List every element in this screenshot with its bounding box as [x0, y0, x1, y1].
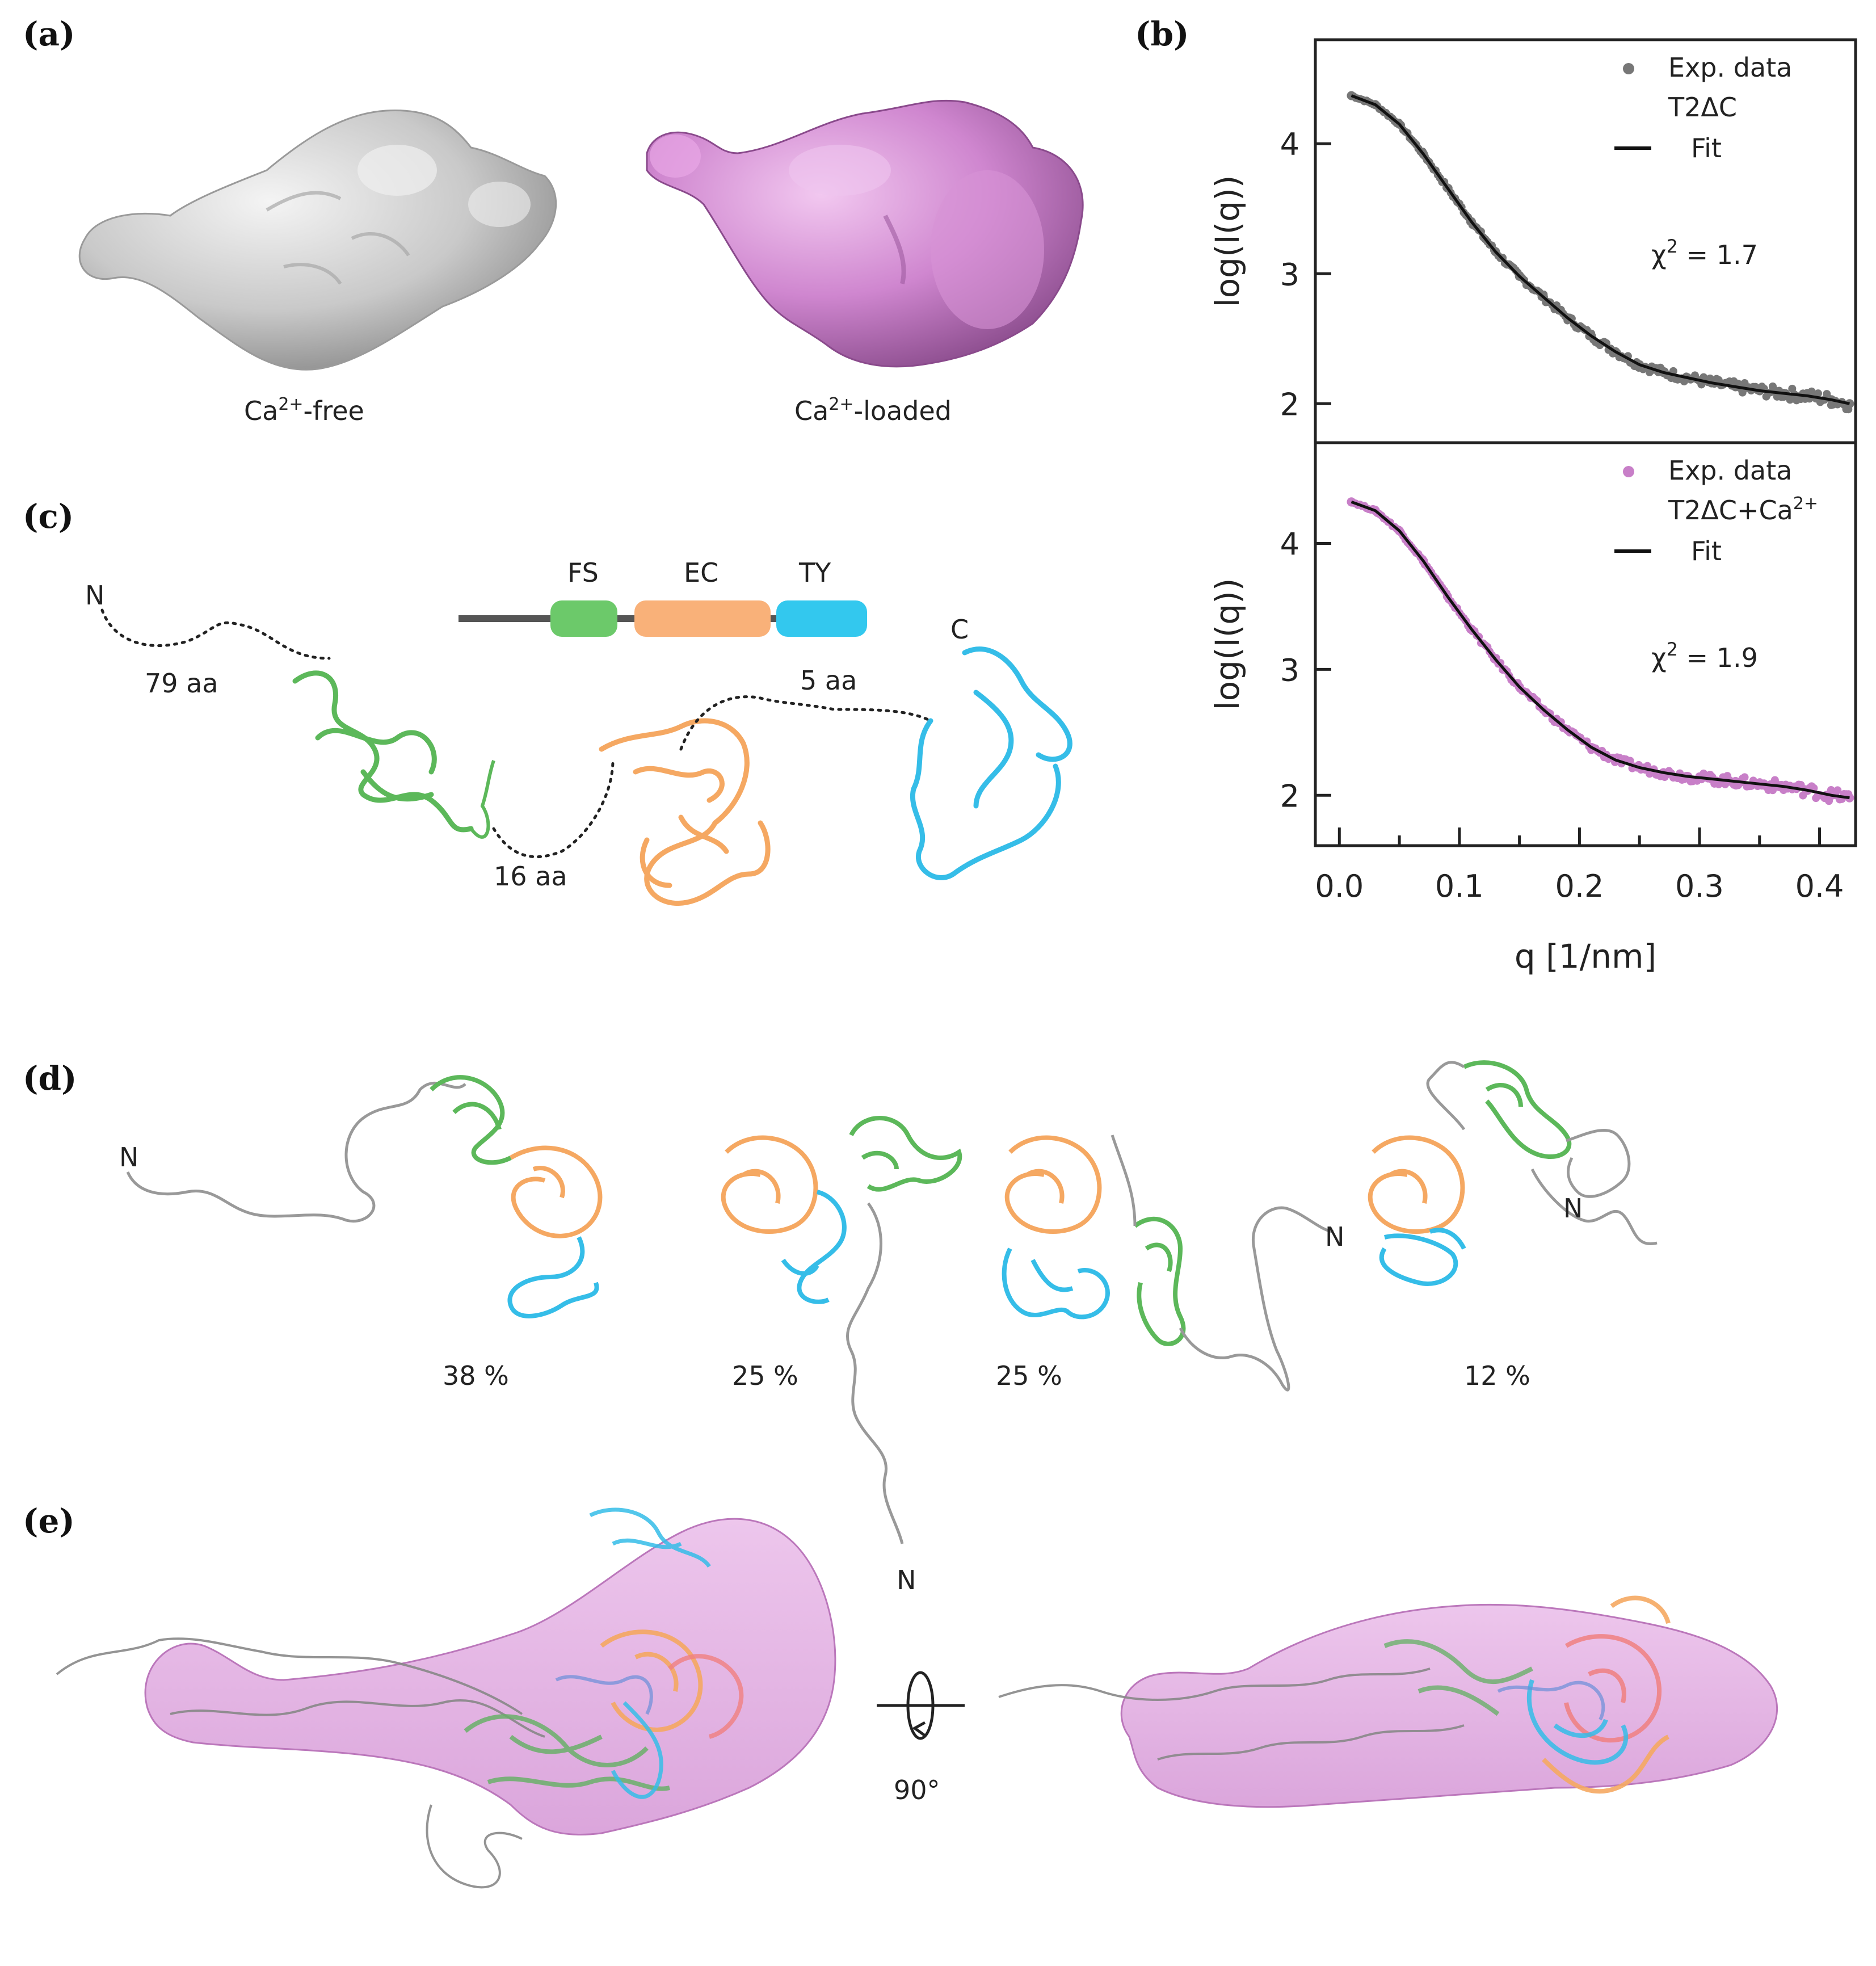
- model-3-n-label: N: [1325, 1221, 1344, 1252]
- ec-domain-ribbon: [599, 718, 771, 906]
- model-4-ec: [1368, 1135, 1465, 1234]
- model-2-ec: [721, 1135, 818, 1234]
- ca-loaded-caption: Ca2+-loaded: [794, 394, 952, 426]
- domain-ec-label: EC: [684, 557, 718, 588]
- model-3-ec: [1004, 1135, 1102, 1234]
- panel-b-letter: (b): [1135, 15, 1189, 53]
- model-4-percentage: 12 %: [1464, 1360, 1530, 1391]
- fs-domain-ribbon: [292, 670, 474, 833]
- data-point: [1833, 786, 1842, 795]
- model-1-n-label: N: [119, 1142, 138, 1173]
- y-axis-label-0: log(I(q)): [1208, 175, 1247, 308]
- ensemble-model-2: N 25 %: [721, 1116, 962, 1595]
- y-tick-label-0-1: 3: [1280, 257, 1299, 292]
- legend-marker-0: [1623, 63, 1634, 74]
- domain-fs-box: [550, 600, 617, 637]
- linker-79-label: 79 aa: [145, 668, 218, 699]
- y-axis-label-1: log(I(q)): [1208, 578, 1247, 711]
- plot-frame-1: [1314, 441, 1857, 847]
- legend-fit-label-1: Fit: [1691, 536, 1722, 566]
- data-point: [1786, 396, 1794, 404]
- legend-sample-label-1: T2ΔC+Ca2+: [1668, 494, 1818, 526]
- ty-domain-ribbon: [910, 646, 1072, 880]
- plot-frame-0: [1314, 38, 1857, 444]
- domain-ty-label: TY: [798, 557, 831, 588]
- data-points-1: [1347, 497, 1854, 805]
- model-1-ec: [509, 1145, 603, 1238]
- ca-free-envelope: [78, 109, 557, 371]
- model-4-n-label: N: [1563, 1193, 1583, 1224]
- fit-line-0: [1351, 94, 1850, 405]
- model-1-fs: [430, 1075, 512, 1165]
- ca-free-caption: Ca2+-free: [244, 394, 364, 426]
- data-point: [1769, 786, 1777, 795]
- chi2-label-0: χ2 = 1.7: [1651, 236, 1758, 270]
- ensemble-model-3: N 25 %: [996, 1135, 1344, 1392]
- y-tick-label-0-0: 2: [1280, 387, 1299, 422]
- domain-ty-box: [776, 600, 867, 637]
- panel-d-letter: (d): [23, 1059, 77, 1098]
- domain-structure: N 79 aa 16 aa 5 aa C: [85, 580, 1072, 906]
- linker-16-label: 16 aa: [494, 861, 567, 892]
- model-4-fs: [1463, 1060, 1572, 1159]
- panel-c-letter: (c): [23, 497, 74, 536]
- x-tick-label-1: 0.1: [1435, 868, 1484, 904]
- y-tick-label-1-0: 2: [1280, 778, 1299, 814]
- chi2-label-1: χ2 = 1.9: [1651, 638, 1758, 673]
- envelope-side-view: [998, 1595, 1778, 1808]
- data-point: [1740, 773, 1749, 782]
- y-tick-label-0-2: 4: [1280, 127, 1299, 162]
- domain-fs-label: FS: [567, 557, 599, 588]
- data-point: [1814, 389, 1822, 398]
- fit-line-1: [1351, 500, 1850, 800]
- model-2-n-label: N: [897, 1565, 916, 1595]
- model-1-percentage: 38 %: [443, 1360, 509, 1391]
- y-tick-label-1-1: 3: [1280, 652, 1299, 688]
- domain-schematic: FS EC TY: [459, 557, 867, 637]
- model-2-fs: [849, 1116, 962, 1192]
- ca-loaded-envelope: [646, 99, 1084, 368]
- legend-marker-1: [1623, 466, 1634, 477]
- rotation-angle-label: 90°: [894, 1775, 940, 1805]
- domain-ec-box: [634, 600, 771, 637]
- model-2-ty: [781, 1190, 847, 1304]
- x-tick-label-3: 0.3: [1675, 868, 1724, 904]
- linker-5-label: 5 aa: [800, 665, 857, 696]
- envelope-front-view: [56, 1507, 836, 1889]
- legend-fit-label-0: Fit: [1691, 133, 1722, 163]
- y-tick-label-1-2: 4: [1280, 527, 1299, 562]
- model-3-fs: [1133, 1216, 1186, 1346]
- panel-e-letter: (e): [23, 1502, 75, 1540]
- model-4-ty: [1379, 1228, 1466, 1286]
- model-1-ty: [507, 1236, 599, 1318]
- x-tick-label-4: 0.4: [1795, 868, 1844, 904]
- ensemble-model-1: N 38 %: [119, 1075, 603, 1391]
- ensemble-model-4: N 12 %: [1368, 1060, 1658, 1391]
- data-point: [1845, 793, 1854, 803]
- data-point: [1845, 399, 1854, 409]
- model-3-percentage: 25 %: [996, 1360, 1062, 1391]
- x-tick-label-2: 0.2: [1555, 868, 1604, 904]
- legend-data-label-0: Exp. data: [1668, 52, 1792, 83]
- n-terminus-label: N: [85, 580, 104, 611]
- legend-sample-label-0: T2ΔC: [1668, 92, 1737, 123]
- x-tick-label-0: 0.0: [1315, 868, 1364, 904]
- model-2-percentage: 25 %: [732, 1360, 798, 1391]
- model-3-ty: [1002, 1247, 1110, 1320]
- c-terminus-label: C: [950, 614, 969, 645]
- panel-a-letter: (a): [23, 15, 75, 53]
- x-axis-label: q [1/nm]: [1515, 937, 1656, 976]
- rotation-indicator: 90°: [877, 1671, 965, 1805]
- data-points-0: [1347, 91, 1854, 414]
- legend-data-label-1: Exp. data: [1668, 455, 1792, 486]
